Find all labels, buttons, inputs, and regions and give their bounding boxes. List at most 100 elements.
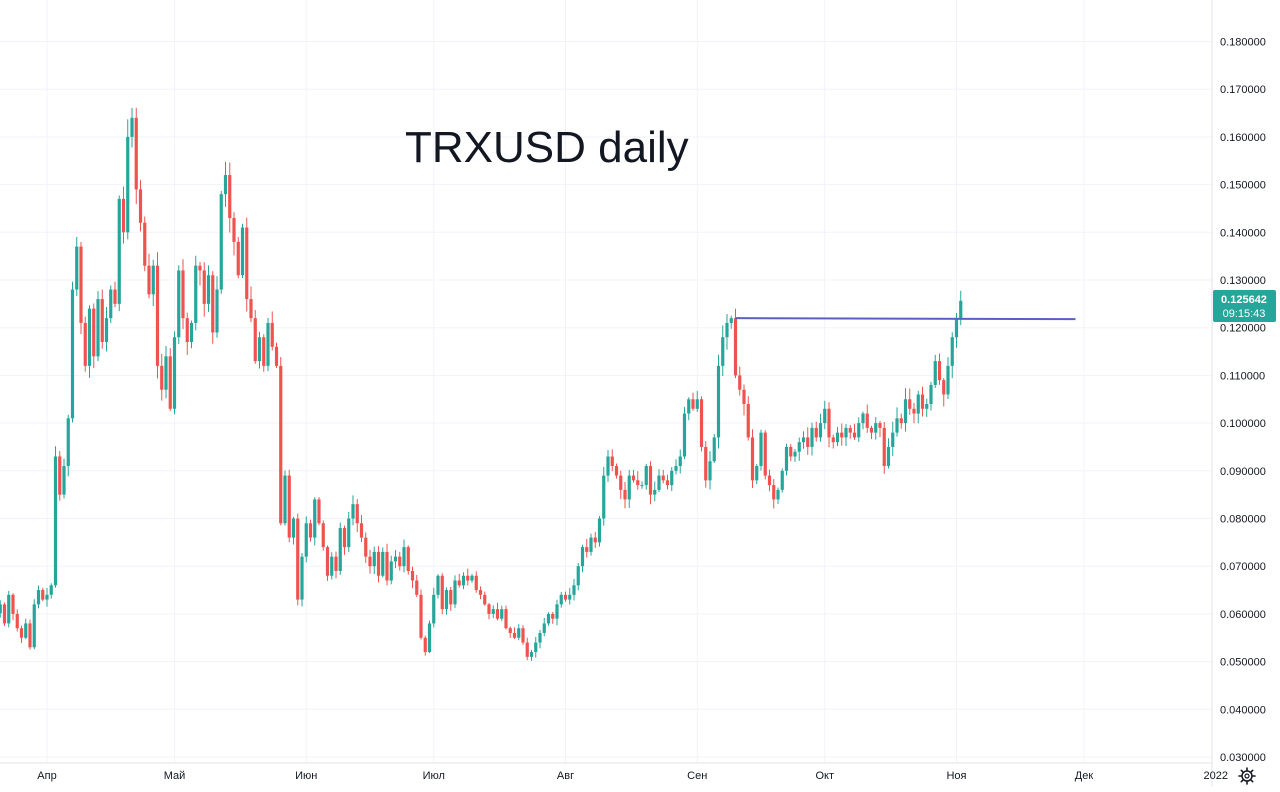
candle[interactable]: [678, 449, 682, 474]
candle[interactable]: [308, 519, 313, 542]
candle[interactable]: [865, 404, 869, 433]
candle[interactable]: [806, 427, 810, 455]
candle[interactable]: [245, 217, 249, 312]
candle[interactable]: [840, 423, 844, 446]
candle[interactable]: [164, 346, 168, 399]
candle[interactable]: [19, 625, 24, 643]
candle[interactable]: [525, 637, 529, 661]
candle[interactable]: [959, 290, 963, 326]
candle[interactable]: [623, 482, 627, 509]
candle[interactable]: [364, 532, 368, 563]
candle[interactable]: [313, 497, 317, 546]
candle[interactable]: [427, 620, 432, 654]
candle[interactable]: [155, 252, 160, 379]
candle[interactable]: [143, 216, 147, 272]
candle[interactable]: [563, 591, 568, 602]
candle[interactable]: [393, 550, 398, 569]
candle[interactable]: [559, 591, 563, 608]
candle[interactable]: [610, 449, 614, 472]
candle[interactable]: [899, 413, 903, 429]
candle[interactable]: [755, 464, 759, 485]
candle[interactable]: [406, 545, 410, 575]
candle[interactable]: [296, 513, 300, 606]
candle[interactable]: [87, 305, 92, 378]
candle[interactable]: [776, 487, 780, 504]
candle[interactable]: [874, 416, 878, 440]
candle[interactable]: [508, 626, 512, 638]
candle[interactable]: [495, 602, 500, 621]
candle[interactable]: [852, 423, 857, 440]
candle[interactable]: [733, 308, 738, 379]
candle[interactable]: [457, 573, 461, 588]
candle[interactable]: [925, 398, 929, 417]
candle[interactable]: [368, 549, 372, 574]
candle[interactable]: [801, 431, 806, 449]
candle[interactable]: [334, 551, 338, 579]
candle[interactable]: [738, 366, 742, 396]
candle[interactable]: [410, 566, 415, 589]
candle[interactable]: [933, 354, 937, 388]
candle[interactable]: [585, 538, 589, 558]
candle[interactable]: [2, 602, 7, 626]
candle[interactable]: [631, 470, 636, 483]
candle[interactable]: [644, 463, 648, 490]
candle[interactable]: [385, 543, 389, 586]
candle[interactable]: [478, 586, 483, 600]
candle[interactable]: [861, 411, 865, 430]
candle[interactable]: [36, 585, 41, 609]
candle[interactable]: [699, 396, 704, 452]
candle[interactable]: [759, 429, 763, 471]
candle[interactable]: [882, 421, 886, 474]
candle[interactable]: [491, 605, 495, 619]
candle[interactable]: [342, 525, 347, 555]
candle[interactable]: [869, 425, 874, 440]
candle[interactable]: [844, 424, 848, 446]
candle[interactable]: [232, 212, 236, 256]
candle[interactable]: [134, 107, 138, 205]
candle[interactable]: [415, 575, 419, 597]
candle[interactable]: [453, 575, 457, 608]
candle[interactable]: [640, 481, 644, 489]
candle[interactable]: [823, 400, 827, 430]
candle[interactable]: [423, 635, 427, 656]
candle[interactable]: [70, 281, 75, 423]
candle[interactable]: [236, 236, 240, 279]
candle[interactable]: [389, 555, 393, 585]
time-axis[interactable]: Апр Май Июн Июл Авг Сен Окт Ноя Дек 2022: [37, 770, 1228, 782]
candle[interactable]: [444, 587, 449, 615]
candle[interactable]: [109, 285, 113, 324]
candle[interactable]: [895, 407, 899, 437]
candle[interactable]: [215, 276, 219, 338]
candle[interactable]: [937, 353, 942, 385]
candle[interactable]: [100, 289, 104, 349]
candle[interactable]: [79, 241, 83, 335]
candle[interactable]: [449, 586, 453, 611]
candle[interactable]: [300, 552, 304, 607]
candle[interactable]: [75, 236, 79, 297]
candle[interactable]: [657, 469, 661, 492]
candle[interactable]: [665, 474, 670, 490]
candle[interactable]: [920, 386, 925, 417]
candle[interactable]: [381, 547, 385, 578]
candle[interactable]: [266, 317, 270, 372]
candle[interactable]: [682, 406, 687, 460]
candle[interactable]: [83, 316, 87, 372]
candle[interactable]: [466, 568, 470, 586]
candle[interactable]: [636, 471, 640, 490]
candle[interactable]: [198, 262, 202, 286]
candle[interactable]: [691, 392, 695, 411]
candle[interactable]: [483, 591, 487, 606]
candle[interactable]: [160, 353, 164, 401]
candle[interactable]: [185, 312, 189, 355]
candle[interactable]: [504, 605, 508, 630]
candle[interactable]: [555, 599, 559, 626]
candle[interactable]: [746, 396, 750, 441]
candle[interactable]: [512, 627, 517, 639]
candle[interactable]: [810, 422, 814, 456]
candle[interactable]: [576, 563, 580, 591]
candle[interactable]: [126, 119, 130, 240]
candle[interactable]: [53, 446, 58, 588]
candle[interactable]: [432, 587, 436, 628]
candle[interactable]: [274, 342, 279, 369]
